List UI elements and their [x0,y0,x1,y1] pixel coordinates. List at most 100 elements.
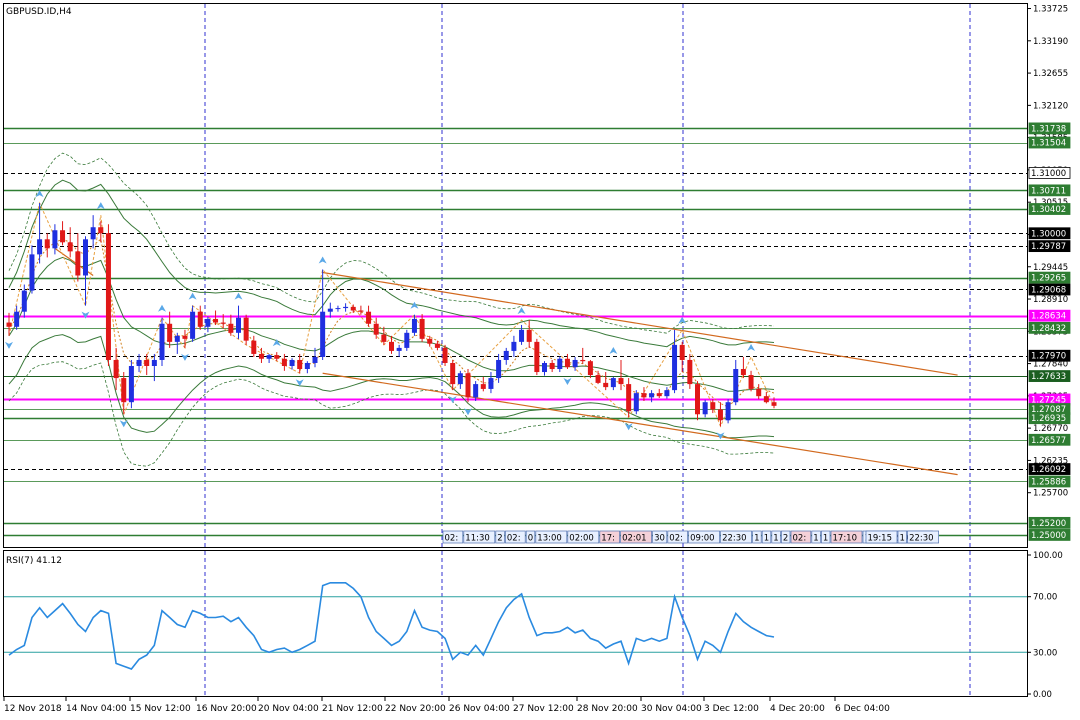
candle[interactable] [44,233,50,258]
candle[interactable] [717,402,723,427]
candle[interactable] [220,314,226,329]
candle[interactable] [75,233,81,282]
candle[interactable] [710,399,716,414]
candle[interactable] [281,353,287,371]
candle[interactable] [343,303,349,312]
candle[interactable] [251,335,257,357]
candle[interactable] [98,221,104,243]
candle[interactable] [511,335,517,357]
candle[interactable] [320,269,326,360]
candle[interactable] [37,203,43,264]
candle[interactable] [350,304,356,313]
candle[interactable] [649,390,655,403]
candle[interactable] [304,361,310,374]
candle[interactable] [90,215,96,249]
candle[interactable] [503,347,509,365]
candle[interactable] [534,338,540,376]
candle[interactable] [67,227,73,258]
candle[interactable] [740,356,746,379]
candle[interactable] [618,359,624,391]
candle[interactable] [159,317,165,366]
candle[interactable] [434,340,440,351]
candle[interactable] [557,356,563,373]
candle[interactable] [603,372,609,391]
candle[interactable] [733,359,739,406]
candle[interactable] [687,353,693,389]
candle[interactable] [465,369,471,403]
candle[interactable] [52,224,58,255]
candle[interactable] [771,397,777,409]
candle[interactable] [411,314,417,336]
candle[interactable] [519,324,525,345]
candle[interactable] [756,384,762,400]
candle[interactable] [450,359,456,391]
candle[interactable] [151,353,157,382]
candle[interactable] [442,344,448,366]
candle[interactable] [695,381,700,421]
candle[interactable] [404,329,410,351]
candle[interactable] [258,347,264,363]
candle[interactable] [335,305,341,312]
candle[interactable] [266,353,272,363]
candle[interactable] [496,353,502,383]
candle[interactable] [488,372,494,394]
candle[interactable] [473,381,479,401]
candle[interactable] [136,353,142,373]
candle[interactable] [289,358,295,370]
candle[interactable] [595,370,601,385]
candle[interactable] [480,376,486,392]
candle[interactable] [672,329,678,394]
candle[interactable] [587,359,593,379]
candles[interactable] [6,203,777,427]
candle[interactable] [580,347,586,364]
candle[interactable] [6,312,12,336]
candle[interactable] [572,356,578,371]
candle[interactable] [748,370,754,392]
candle[interactable] [174,332,180,354]
candle[interactable] [725,399,731,424]
candle[interactable] [190,305,196,342]
candle[interactable] [105,224,111,366]
candle[interactable] [312,347,318,368]
candle[interactable] [358,305,364,315]
candle[interactable] [542,361,547,376]
candle[interactable] [182,329,188,348]
candle[interactable] [610,376,616,391]
candle[interactable] [656,388,662,398]
candle[interactable] [144,353,150,376]
candle[interactable] [702,399,708,418]
candle[interactable] [457,370,463,389]
candle[interactable] [167,311,173,348]
candle[interactable] [213,310,219,325]
candle[interactable] [228,314,234,336]
candle[interactable] [14,305,20,330]
candle[interactable] [373,317,379,339]
candle[interactable] [427,335,433,347]
candle[interactable] [113,347,119,391]
candle[interactable] [641,387,647,401]
candle[interactable] [121,372,127,415]
candle[interactable] [381,326,387,345]
candle[interactable] [21,284,27,318]
candle[interactable] [29,245,35,294]
candle[interactable] [389,335,394,354]
candle[interactable] [297,353,303,374]
candle[interactable] [327,302,333,318]
candle[interactable] [396,344,402,357]
candle[interactable] [197,305,203,330]
candle[interactable] [633,390,639,415]
candle[interactable] [60,221,66,246]
candle[interactable] [419,314,425,342]
candle[interactable] [526,320,532,348]
candle[interactable] [274,352,280,362]
candle[interactable] [564,353,570,370]
candle[interactable] [763,391,769,404]
candle[interactable] [664,387,670,399]
candle[interactable] [626,378,632,418]
candle[interactable] [128,359,134,409]
candle[interactable] [83,236,88,306]
candle[interactable] [205,316,211,333]
candle[interactable] [366,305,372,327]
candle[interactable] [679,341,685,373]
candle[interactable] [549,359,555,373]
